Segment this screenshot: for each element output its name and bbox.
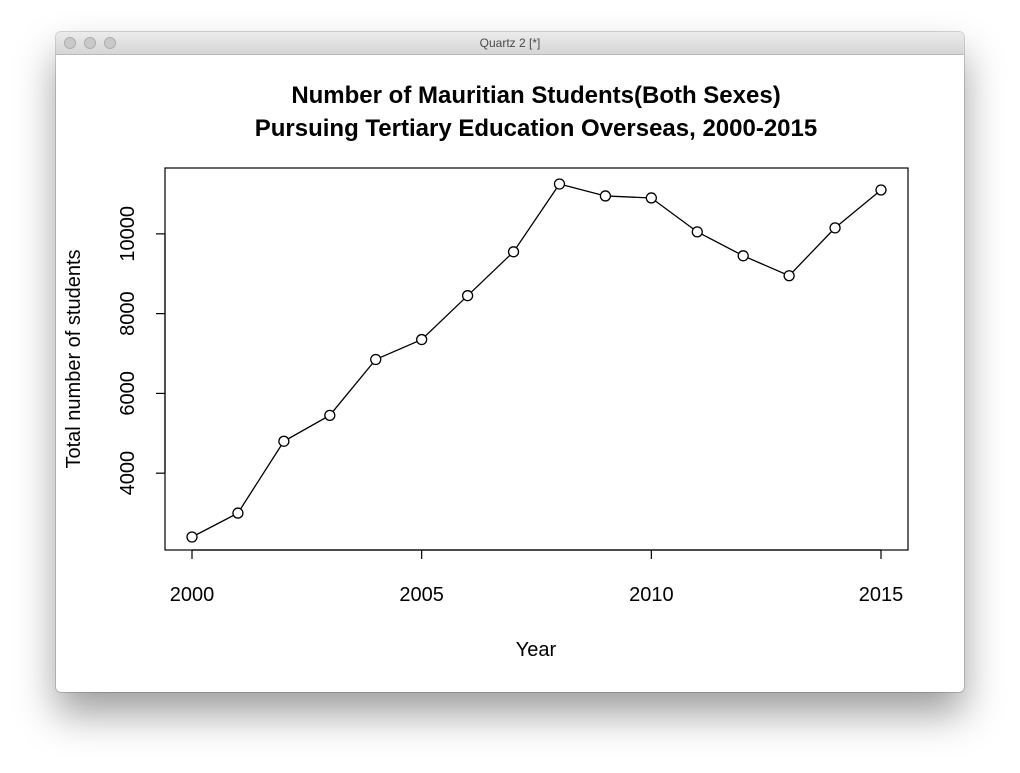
zoom-window-button[interactable]: [104, 37, 116, 49]
data-point: [599, 190, 612, 202]
chart-title-line-2: Pursuing Tertiary Education Overseas, 20…: [255, 115, 817, 142]
data-point: [645, 192, 657, 204]
plot-window: Quartz 2 [*] Number of Mauritian Student…: [56, 32, 964, 692]
series-path: [191, 183, 882, 538]
data-point: [553, 178, 566, 190]
y-tick-label: 4000: [117, 451, 139, 496]
plot-box: [164, 167, 909, 551]
data-point: [370, 353, 382, 366]
y-axis: 4000 6000 8000 10000: [117, 206, 166, 496]
data-point: [783, 270, 795, 282]
y-tick-label: 10000: [117, 206, 139, 262]
data-point: [232, 507, 244, 519]
data-point: [507, 246, 520, 258]
x-tick-label: 2015: [859, 584, 904, 606]
data-point: [829, 222, 841, 234]
data-point: [875, 184, 887, 196]
x-tick-label: 2005: [399, 584, 444, 606]
data-point: [324, 409, 336, 421]
data-point: [186, 531, 198, 543]
window-title: Quartz 2 [*]: [479, 36, 541, 50]
x-tick-label: 2010: [629, 584, 674, 606]
minimize-window-button[interactable]: [84, 37, 96, 49]
chart-title-line-1: Number of Mauritian Students(Both Sexes): [291, 82, 780, 109]
close-window-button[interactable]: [64, 37, 76, 49]
data-point: [737, 250, 749, 262]
data-point: [278, 435, 290, 447]
data-point: [461, 290, 474, 302]
window-titlebar[interactable]: Quartz 2 [*]: [56, 32, 964, 55]
x-axis-label: Year: [516, 639, 557, 661]
y-tick-label: 8000: [117, 291, 139, 336]
data-point: [691, 226, 703, 238]
x-tick-label: 2000: [170, 584, 215, 606]
y-tick-label: 6000: [117, 371, 139, 416]
line-chart: Number of Mauritian Students(Both Sexes)…: [63, 82, 909, 661]
y-axis-label: Total number of students: [63, 249, 85, 468]
series-line: [186, 178, 887, 543]
x-axis: 2000 2005 2010 2015: [170, 549, 904, 606]
data-point: [416, 333, 428, 346]
